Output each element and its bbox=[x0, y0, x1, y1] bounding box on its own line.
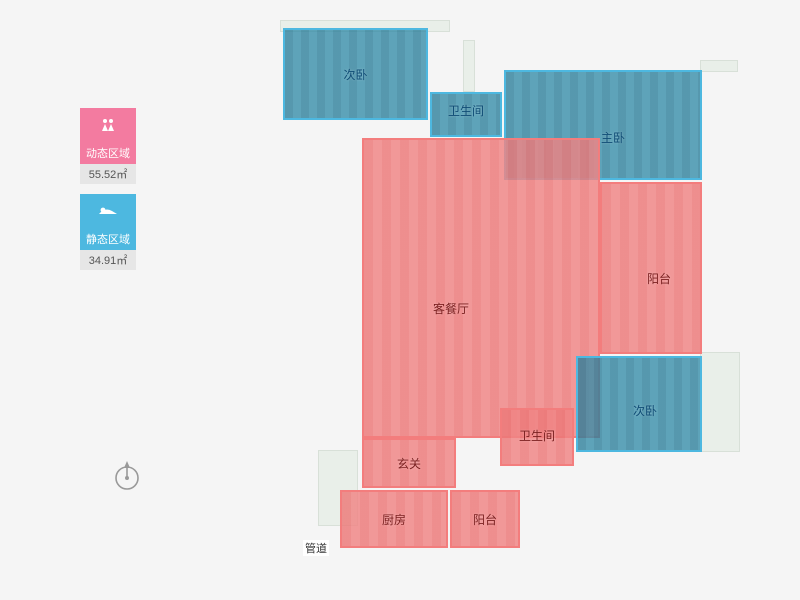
room-label: 次卧 bbox=[633, 402, 657, 419]
compass-icon bbox=[110, 458, 144, 497]
rest-icon bbox=[97, 205, 119, 217]
room-厨房: 厨房 bbox=[340, 490, 448, 548]
room-label: 客餐厅 bbox=[433, 300, 469, 317]
room-label: 次卧 bbox=[343, 66, 367, 83]
room-label: 卫生间 bbox=[519, 427, 555, 444]
people-icon bbox=[98, 118, 118, 132]
room-label: 阳台 bbox=[473, 511, 497, 528]
room-阳台: 阳台 bbox=[450, 490, 520, 548]
room-客餐厅: 客餐厅 bbox=[362, 138, 600, 438]
room-label: 厨房 bbox=[382, 511, 406, 528]
outer-wall-block bbox=[463, 40, 475, 92]
room-卫生间: 卫生间 bbox=[430, 92, 502, 137]
plain-label: 管道 bbox=[303, 540, 329, 556]
legend-dynamic-value: 55.52㎡ bbox=[80, 164, 136, 184]
room-玄关: 玄关 bbox=[362, 438, 456, 488]
outer-wall-block bbox=[700, 60, 738, 72]
legend-dynamic-title: 动态区域 bbox=[80, 142, 136, 164]
outer-wall-block bbox=[700, 352, 740, 452]
legend-static-swatch bbox=[80, 194, 136, 228]
room-label: 阳台 bbox=[647, 270, 671, 287]
floorplan-canvas: 动态区域 55.52㎡ 静态区域 34.91㎡ 次卧卫生间主卧客餐厅阳台次卧卫生… bbox=[0, 0, 800, 600]
room-次卧: 次卧 bbox=[576, 356, 702, 452]
legend-static: 静态区域 34.91㎡ bbox=[80, 194, 136, 270]
room-label: 主卧 bbox=[601, 129, 625, 146]
room-label: 玄关 bbox=[397, 455, 421, 472]
room-次卧: 次卧 bbox=[283, 28, 428, 120]
legend-static-value: 34.91㎡ bbox=[80, 250, 136, 270]
legend-static-title: 静态区域 bbox=[80, 228, 136, 250]
room-阳台: 阳台 bbox=[600, 182, 702, 354]
room-label: 卫生间 bbox=[448, 102, 484, 119]
room-卫生间: 卫生间 bbox=[500, 408, 574, 466]
legend-dynamic: 动态区域 55.52㎡ bbox=[80, 108, 136, 184]
legend-dynamic-swatch bbox=[80, 108, 136, 142]
